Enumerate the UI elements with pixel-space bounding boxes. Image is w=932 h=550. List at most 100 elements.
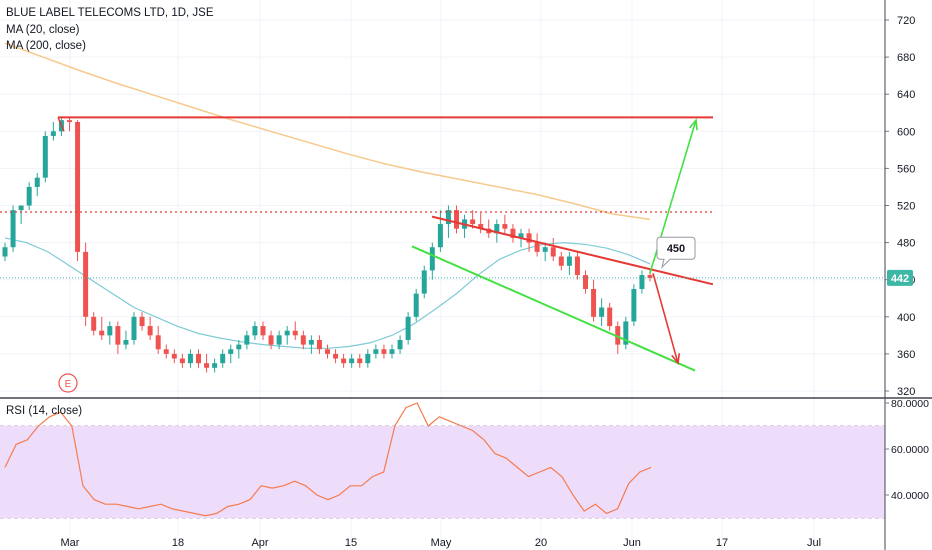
candle-body-9 xyxy=(75,122,81,252)
ma200-line-group xyxy=(4,42,651,221)
candle-body-79 xyxy=(639,275,645,289)
chart-title: BLUE LABEL TELECOMS LTD, 1D, JSE xyxy=(6,7,214,19)
candle-body-77 xyxy=(623,321,629,345)
candle-body-16 xyxy=(131,316,137,340)
x-tick-label-6: Jun xyxy=(623,537,641,549)
candle-body-40 xyxy=(325,349,330,354)
candle-body-39 xyxy=(316,339,322,350)
drawings xyxy=(0,116,885,393)
candle-body-48 xyxy=(389,349,395,354)
candle-body-24 xyxy=(196,353,201,364)
candle-body-74 xyxy=(599,307,605,317)
price-tick-label-10: 320 xyxy=(897,386,915,398)
candle-body-28 xyxy=(228,349,234,354)
candle-body-47 xyxy=(381,349,387,354)
candle-body-23 xyxy=(187,353,193,364)
candle-body-76 xyxy=(615,326,621,345)
candle-body-70 xyxy=(566,256,572,266)
candle-body-66 xyxy=(534,242,540,252)
candle-body-61 xyxy=(494,224,500,234)
current-price-label: 442 xyxy=(891,273,909,285)
candle-body-51 xyxy=(413,293,419,317)
candle-body-20 xyxy=(163,349,169,354)
candles xyxy=(2,116,653,373)
rsi-tick-label-0: 80.0000 xyxy=(891,398,929,410)
candle-body-53 xyxy=(429,247,435,271)
earnings-marker xyxy=(58,373,78,393)
candle-body-78 xyxy=(631,288,637,322)
rsi-legend: RSI (14, close) xyxy=(6,405,83,417)
ma200-line xyxy=(4,42,651,221)
candle-body-27 xyxy=(220,353,226,364)
ma200-legend: MA (200, close) xyxy=(6,40,86,52)
candle-body-1 xyxy=(10,210,16,248)
candle-body-49 xyxy=(397,339,403,350)
candle-body-63 xyxy=(510,228,516,238)
candle-body-11 xyxy=(91,316,97,331)
rsi-line-group xyxy=(4,402,652,517)
candle-body-71 xyxy=(574,256,580,276)
candle-body-31 xyxy=(252,326,258,336)
candle-body-6 xyxy=(50,131,56,136)
candle-body-5 xyxy=(42,135,48,178)
candle-body-21 xyxy=(171,353,177,359)
candle-body-50 xyxy=(405,316,411,340)
x-tick-label-0: Mar xyxy=(61,537,80,549)
price-tick-label-1: 680 xyxy=(897,52,915,64)
candle-body-26 xyxy=(212,363,218,368)
x-tick-label-4: May xyxy=(431,537,452,549)
price-tick-label-5: 520 xyxy=(897,201,915,213)
candle-body-68 xyxy=(550,247,556,257)
candle-body-42 xyxy=(341,358,347,364)
price-tick-label-6: 480 xyxy=(897,238,915,250)
ma20-legend: MA (20, close) xyxy=(6,24,80,36)
candle-body-37 xyxy=(300,335,306,345)
labels: 720680640600560520480440400360320Mar18Ap… xyxy=(61,15,930,549)
rsi-line xyxy=(4,402,652,517)
candle-body-3 xyxy=(26,186,32,206)
candle-body-0 xyxy=(2,247,8,257)
channel-lower xyxy=(411,245,696,372)
x-tick-label-5: 20 xyxy=(535,537,547,549)
candle-body-69 xyxy=(558,256,564,266)
candle-body-80 xyxy=(647,275,653,278)
candle-body-65 xyxy=(526,233,532,243)
down-arrow-shaft xyxy=(652,272,679,364)
price-tick-label-3: 600 xyxy=(897,126,915,138)
price-tick-label-8: 400 xyxy=(897,312,915,324)
candle-body-43 xyxy=(349,358,355,364)
candle-body-30 xyxy=(244,335,250,345)
candle-body-13 xyxy=(107,326,113,336)
current-price-badge xyxy=(887,269,913,286)
candle-body-59 xyxy=(478,224,484,229)
annotation-callout xyxy=(656,236,696,269)
x-tick-label-7: 17 xyxy=(716,537,728,549)
candle-body-17 xyxy=(139,316,145,327)
candle-body-73 xyxy=(591,288,597,317)
x-tick-label-2: Apr xyxy=(251,537,268,549)
price-tick-label-4: 560 xyxy=(897,163,915,175)
candle-body-4 xyxy=(34,177,40,187)
candle-body-32 xyxy=(260,326,266,336)
candle-body-41 xyxy=(333,353,339,359)
candle-body-55 xyxy=(445,210,451,225)
rsi-band xyxy=(0,426,885,518)
rsi-tick-label-2: 40.0000 xyxy=(891,490,929,502)
candle-body-22 xyxy=(179,358,185,364)
candle-body-67 xyxy=(542,247,548,252)
candle-body-35 xyxy=(284,330,290,336)
candle-body-33 xyxy=(268,335,274,345)
candle-body-19 xyxy=(155,335,161,350)
candle-body-29 xyxy=(236,344,242,350)
candle-body-54 xyxy=(437,224,443,248)
annotation-text: 450 xyxy=(667,243,685,255)
candle-body-45 xyxy=(365,353,371,364)
candle-body-34 xyxy=(276,335,282,345)
candle-body-36 xyxy=(292,330,298,336)
candle-body-46 xyxy=(373,349,379,354)
price-tick-label-0: 720 xyxy=(897,15,915,27)
candle-body-52 xyxy=(421,270,427,294)
candle-body-44 xyxy=(357,358,363,364)
earnings-marker-text: E xyxy=(65,379,72,390)
